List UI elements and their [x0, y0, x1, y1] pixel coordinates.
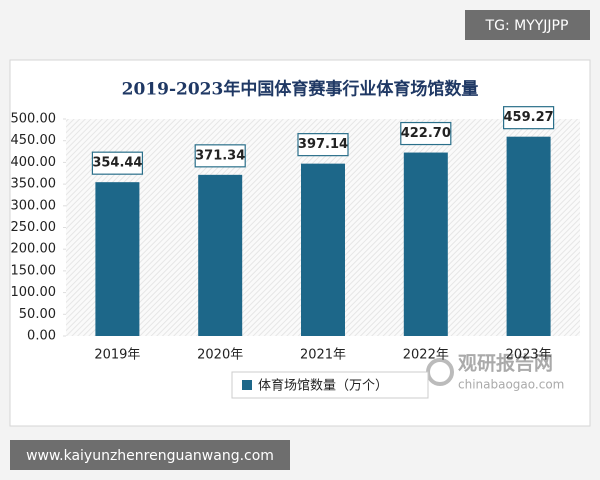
watermark-name: 观研报告网 — [458, 352, 553, 375]
value-label: 371.34 — [195, 148, 245, 163]
value-label: 354.44 — [92, 156, 142, 171]
bottom-url: www.kaiyunzhenrenguanwang.com — [26, 448, 274, 464]
y-tick-label: 200.00 — [11, 242, 57, 257]
x-tick-label: 2022年 — [403, 348, 449, 363]
bar — [403, 152, 448, 336]
legend-swatch — [242, 380, 252, 390]
value-label: 459.27 — [504, 110, 554, 125]
bar — [301, 163, 345, 336]
y-tick-label: 0.00 — [27, 329, 56, 344]
value-label-box — [400, 121, 452, 146]
x-tick-label: 2021年 — [300, 348, 346, 363]
legend-label: 体育场馆数量（万个） — [258, 378, 388, 394]
value-label-box — [297, 133, 349, 157]
y-tick-label: 400.00 — [11, 155, 57, 170]
y-tick-label: 350.00 — [11, 177, 57, 192]
y-tick-label: 150.00 — [11, 263, 57, 278]
x-tick-label: 2020年 — [197, 348, 243, 363]
y-tick-label: 100.00 — [11, 285, 57, 300]
url-box — [10, 440, 290, 470]
top-tag: TG: MYYJJPP — [485, 18, 569, 34]
tag-box — [465, 10, 590, 40]
bar — [506, 136, 551, 336]
y-tick-label: 500.00 — [11, 112, 57, 127]
value-label-box — [91, 151, 144, 175]
y-tick-label: 250.00 — [11, 220, 57, 235]
y-tick-label: 450.00 — [11, 133, 57, 148]
bar — [198, 174, 243, 336]
value-label: 422.70 — [401, 126, 451, 141]
value-label: 397.14 — [298, 137, 348, 152]
bar — [95, 182, 140, 336]
legend-box — [231, 371, 429, 399]
value-label-box — [194, 144, 246, 168]
y-tick-label: 50.00 — [19, 307, 56, 322]
watermark-site: chinabaogao.com — [458, 378, 564, 392]
x-tick-label: 2023年 — [506, 348, 552, 363]
chart-title: 2019-2023年中国体育赛事行业体育场馆数量 — [122, 79, 479, 100]
y-tick-label: 300.00 — [11, 198, 57, 213]
value-label-box — [503, 106, 555, 130]
x-tick-label: 2019年 — [94, 348, 140, 363]
